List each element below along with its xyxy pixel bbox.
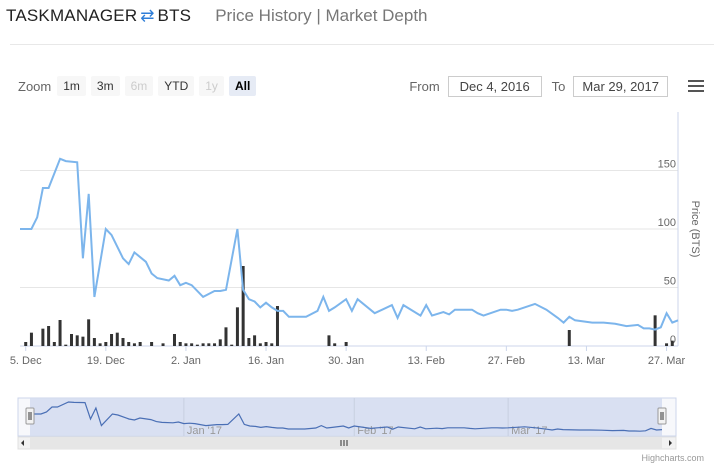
y-tick-label: 50 (664, 276, 676, 288)
volume-bar (665, 343, 669, 346)
x-tick-label: 30. Jan (328, 355, 364, 367)
volume-bar (64, 344, 68, 346)
zoom-6m-button: 6m (124, 76, 154, 96)
volume-bar (110, 334, 114, 346)
volume-bar (29, 332, 33, 346)
price-line (20, 157, 679, 331)
zoom-all-button[interactable]: All (228, 76, 257, 96)
volume-bar (184, 343, 188, 346)
volume-bar (201, 343, 205, 346)
from-label: From (409, 79, 440, 94)
volume-bar (138, 342, 142, 346)
volume-bar (81, 336, 85, 346)
x-tick-label: 13. Feb (408, 355, 445, 367)
hamburger-menu-icon[interactable] (688, 80, 704, 94)
volume-bar (218, 339, 222, 346)
navigator-tick-label: Jan '17 (187, 425, 222, 437)
zoom-ytd-button[interactable]: YTD (158, 76, 195, 96)
zoom-label: Zoom (18, 78, 52, 94)
x-tick-label: 5. Dec (10, 355, 42, 367)
volume-bar (121, 338, 125, 346)
volume-bar (567, 330, 571, 346)
x-tick-label: 27. Feb (488, 355, 525, 367)
header: TASKMANAGER ⇄ BTS Price History | Market… (6, 4, 428, 28)
volume-bar (275, 306, 279, 346)
volume-bar (75, 335, 79, 346)
base-asset: TASKMANAGER (6, 6, 138, 25)
view-switcher: Price History | Market Depth (215, 6, 427, 26)
volume-bar (92, 338, 96, 346)
volume-bar (178, 342, 182, 346)
header-divider (10, 44, 714, 45)
volume-bar (104, 342, 108, 346)
credits-link[interactable]: Highcharts.com (641, 453, 704, 463)
y-tick-label: 100 (658, 217, 676, 229)
volume-bar (670, 340, 674, 346)
x-tick-label: 19. Dec (87, 355, 125, 367)
navigator-handle[interactable] (25, 407, 35, 425)
x-tick-label: 16. Jan (248, 355, 284, 367)
zoom-1y-button: 1y (199, 76, 224, 96)
y-tick-label: 0 (670, 334, 676, 346)
volume-bar (190, 343, 194, 346)
volume-bar (653, 315, 657, 346)
swap-icon[interactable]: ⇄ (140, 6, 155, 25)
volume-bar (41, 328, 45, 346)
volume-bar (264, 342, 268, 346)
scrollbar-thumb[interactable] (30, 437, 662, 449)
navigator-line (30, 401, 663, 432)
volume-bar (161, 343, 165, 346)
volume-bar (69, 334, 73, 346)
from-date-input[interactable]: Dec 4, 2016 (447, 76, 542, 97)
volume-bar (333, 343, 337, 346)
zoom-1m-button[interactable]: 1m (57, 76, 86, 96)
zoom-3m-button[interactable]: 3m (90, 76, 120, 96)
date-range: From Dec 4, 2016 To Mar 29, 2017 (399, 76, 668, 97)
volume-bar (87, 319, 91, 346)
volume-bar (270, 343, 274, 346)
volume-bar (247, 338, 251, 346)
navigator-handle[interactable] (657, 407, 667, 425)
volume-bar (98, 343, 102, 346)
volume-bar (235, 307, 239, 346)
volume-bar (115, 332, 119, 346)
volume-bar (327, 335, 331, 346)
x-tick-label: 27. Mar (648, 355, 686, 367)
volume-bar (58, 320, 62, 346)
volume-bar (132, 343, 136, 346)
market-depth-tab[interactable]: Market Depth (325, 6, 428, 25)
volume-bar (52, 342, 56, 346)
volume-bar (150, 342, 154, 346)
volume-bar (344, 342, 348, 346)
zoom-selector: Zoom 1m 3m 6m YTD 1y All (18, 76, 261, 96)
price-history-tab[interactable]: Price History (215, 6, 312, 25)
volume-bar (230, 344, 234, 346)
volume-bar (241, 266, 245, 346)
volume-bar (207, 343, 211, 346)
x-tick-label: 13. Mar (568, 355, 606, 367)
quote-asset: BTS (157, 6, 192, 25)
scroll-right-arrow-icon[interactable] (669, 440, 672, 446)
y-tick-label: 150 (658, 159, 676, 171)
to-label: To (551, 79, 566, 94)
separator: | (316, 6, 321, 25)
scroll-left-arrow-icon[interactable] (21, 440, 24, 446)
volume-bar (253, 335, 257, 346)
y-axis-title: Price (BTS) (689, 201, 701, 258)
volume-bar (127, 342, 131, 346)
volume-bar (258, 343, 262, 346)
volume-bar (47, 326, 51, 346)
volume-bar (224, 327, 228, 346)
volume-bar (172, 334, 176, 346)
volume-bar (24, 342, 28, 346)
volume-bar (213, 343, 217, 346)
to-date-input[interactable]: Mar 29, 2017 (573, 76, 668, 97)
x-tick-label: 2. Jan (171, 355, 201, 367)
volume-bar (195, 344, 199, 346)
